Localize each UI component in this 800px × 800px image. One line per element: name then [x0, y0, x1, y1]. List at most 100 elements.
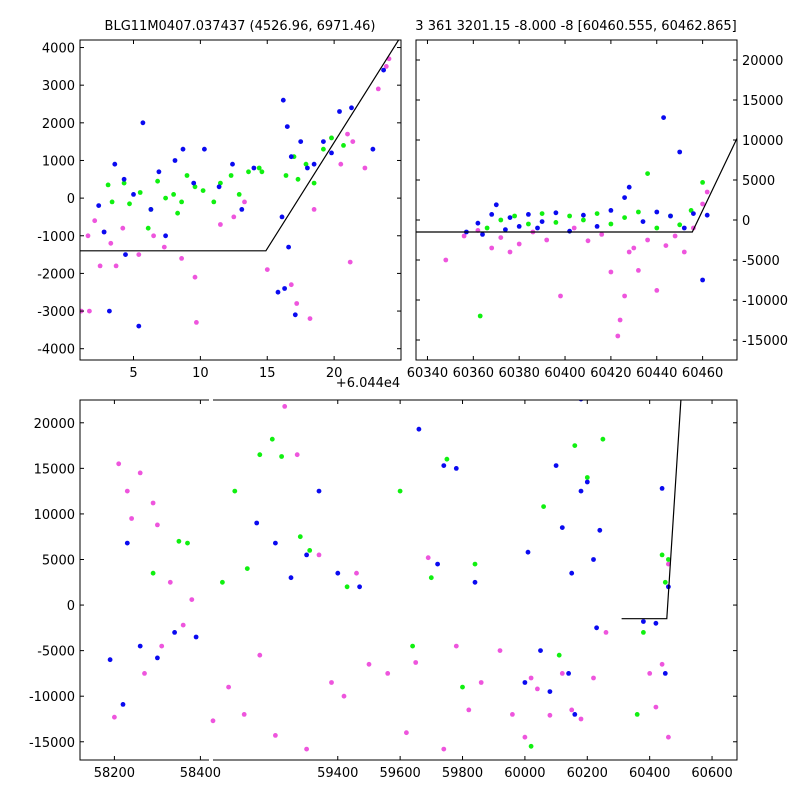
data-point [636, 209, 641, 215]
data-point [136, 323, 142, 329]
y-tick-label: -5000 [742, 254, 780, 269]
data-point [288, 575, 294, 581]
data-point [180, 622, 186, 628]
data-point [107, 308, 112, 314]
data-point [375, 86, 381, 92]
data-point [435, 561, 440, 567]
axes-frame-right [213, 399, 738, 761]
data-point [466, 707, 472, 713]
panel-title: 3 361 3201.15 -8.000 -8 [60460.555, 6046… [415, 19, 736, 34]
data-point [304, 552, 309, 558]
data-point [362, 165, 368, 171]
panel-top-right: 3 361 3201.15 -8.000 -8 [60460.555, 6046… [407, 19, 788, 381]
data-point [192, 184, 198, 190]
x-tick-label: 59600 [379, 766, 420, 781]
data-point [92, 218, 98, 224]
data-point [321, 139, 326, 145]
data-point [101, 229, 107, 235]
data-point [218, 180, 223, 186]
data-point [681, 249, 687, 255]
data-point [507, 215, 513, 221]
data-point [142, 671, 147, 676]
x-tick-label: 60340 [407, 366, 448, 381]
data-point [634, 712, 640, 717]
y-tick-label: 5000 [42, 553, 75, 568]
data-point [497, 648, 503, 653]
data-point [641, 630, 646, 635]
x-tick-label: 5 [129, 366, 137, 381]
axes-frame [79, 39, 402, 361]
data-point [112, 714, 117, 720]
data-point [489, 245, 495, 251]
data-point [526, 221, 531, 227]
data-point [294, 452, 300, 458]
data-point [472, 579, 478, 585]
data-point [105, 182, 111, 188]
data-point [140, 120, 146, 126]
x-offset-label: +6.044e4 [336, 376, 400, 391]
data-point [597, 527, 603, 533]
y-tick-label: -15000 [742, 334, 788, 349]
data-point [704, 212, 710, 218]
data-point [677, 222, 683, 228]
data-point [269, 436, 275, 442]
data-point [478, 680, 484, 685]
data-point [254, 520, 260, 526]
data-point [283, 173, 289, 178]
data-point [127, 201, 132, 207]
data-point [329, 135, 334, 141]
data-point [571, 225, 577, 231]
data-point [108, 240, 114, 246]
data-point [145, 225, 151, 231]
data-point [150, 500, 156, 506]
data-point [298, 139, 304, 145]
y-tick-label: -10000 [29, 690, 75, 705]
data-point [155, 178, 161, 184]
data-point [622, 195, 627, 201]
data-point [124, 488, 130, 494]
data-point [397, 488, 403, 494]
data-point [163, 233, 169, 239]
data-point [246, 169, 251, 175]
data-point [453, 466, 459, 471]
y-tick-label: -15000 [29, 736, 75, 751]
data-point [337, 109, 342, 114]
data-point [512, 213, 517, 219]
x-tick-label: 60440 [636, 366, 677, 381]
data-point [608, 221, 614, 227]
panel-title: BLG11M0407.037437 (4526.96, 6971.46) [105, 19, 376, 34]
data-point [528, 675, 534, 681]
data-point [344, 584, 350, 590]
data-point [547, 712, 553, 718]
data-point [681, 225, 687, 231]
data-point [572, 712, 578, 717]
series-green [477, 171, 705, 319]
data-point [191, 180, 197, 186]
data-point [345, 131, 350, 137]
data-point [211, 199, 217, 205]
data-point [503, 227, 508, 233]
data-point [251, 165, 257, 171]
data-point [622, 215, 627, 221]
data-point [640, 219, 646, 225]
data-point [192, 274, 198, 280]
data-point [659, 486, 665, 491]
data-point [691, 211, 696, 217]
data-point [159, 643, 165, 649]
data-point [668, 213, 673, 219]
data-point [569, 707, 575, 713]
data-point [161, 244, 167, 250]
data-point [556, 652, 562, 658]
series-green [150, 436, 671, 749]
data-point [202, 146, 207, 152]
data-point [480, 232, 485, 237]
y-tick-label: 3000 [42, 79, 75, 94]
data-point [230, 161, 235, 167]
data-point [87, 308, 92, 314]
data-point [341, 143, 346, 148]
data-point [510, 712, 515, 717]
data-point [194, 320, 199, 325]
data-point [578, 716, 584, 722]
y-tick-label: 0 [67, 192, 75, 207]
x-tick-label: 10 [192, 366, 209, 381]
